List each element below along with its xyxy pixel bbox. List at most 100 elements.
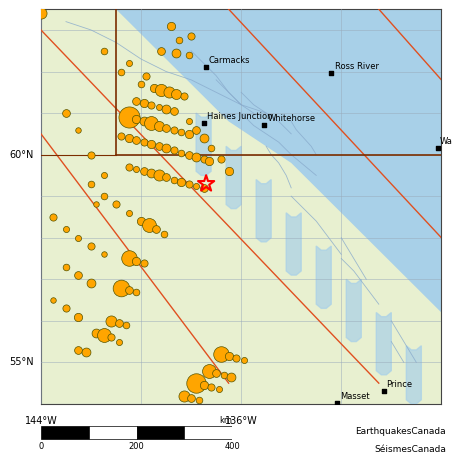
Point xyxy=(37,10,45,17)
Polygon shape xyxy=(286,213,301,275)
Point xyxy=(185,118,192,125)
Point xyxy=(170,147,177,154)
Point xyxy=(200,184,207,191)
Polygon shape xyxy=(316,246,331,308)
Point xyxy=(50,297,57,304)
Point xyxy=(155,122,162,129)
Text: Prince: Prince xyxy=(386,381,412,389)
Text: SéismesCanada: SéismesCanada xyxy=(374,445,446,454)
Point xyxy=(115,338,122,345)
Point xyxy=(192,153,200,160)
Point xyxy=(225,168,232,175)
Point xyxy=(147,120,155,127)
Point xyxy=(187,33,195,40)
Point xyxy=(334,399,341,407)
Point xyxy=(137,80,145,88)
Point xyxy=(212,369,220,376)
Point xyxy=(177,128,185,135)
Point xyxy=(157,87,165,94)
Point xyxy=(145,222,152,229)
Point xyxy=(115,319,122,326)
Point xyxy=(132,136,140,144)
Point xyxy=(200,155,207,162)
Point xyxy=(125,286,132,293)
Point xyxy=(152,226,160,233)
Text: Carmacks: Carmacks xyxy=(208,56,250,65)
Point xyxy=(147,101,155,108)
Point xyxy=(233,354,240,362)
Point xyxy=(122,321,130,329)
Text: km: km xyxy=(219,415,232,425)
Point xyxy=(155,143,162,150)
Point xyxy=(117,284,125,291)
Point xyxy=(187,394,195,401)
Point xyxy=(125,134,132,142)
Point xyxy=(112,201,120,208)
Point xyxy=(180,93,187,100)
Point xyxy=(192,126,200,134)
Polygon shape xyxy=(376,313,391,375)
Bar xyxy=(136,426,184,439)
Point xyxy=(200,134,207,142)
Point xyxy=(228,373,235,381)
Point xyxy=(220,371,228,379)
Point xyxy=(162,174,170,181)
Point xyxy=(140,259,147,266)
Point xyxy=(107,334,115,341)
Text: Masset: Masset xyxy=(340,392,369,401)
Point xyxy=(62,109,70,117)
Point xyxy=(177,178,185,185)
Point xyxy=(82,348,90,356)
Point xyxy=(107,317,115,325)
Point xyxy=(172,49,180,56)
Point xyxy=(200,381,207,389)
Point xyxy=(170,107,177,115)
Point xyxy=(200,120,207,127)
Point xyxy=(195,396,202,403)
Point xyxy=(117,68,125,75)
Point xyxy=(125,113,132,121)
Point xyxy=(125,163,132,171)
Point xyxy=(205,367,212,375)
Text: 200: 200 xyxy=(129,442,144,451)
Point xyxy=(140,168,147,175)
Point xyxy=(125,255,132,262)
Polygon shape xyxy=(191,92,441,404)
Text: 400: 400 xyxy=(224,442,240,451)
Text: Whitehorse: Whitehorse xyxy=(268,114,316,123)
Text: 55°N: 55°N xyxy=(9,358,33,367)
Point xyxy=(132,116,140,123)
Point xyxy=(62,263,70,270)
Text: 136°W: 136°W xyxy=(225,416,258,426)
Point xyxy=(185,180,192,187)
Point xyxy=(142,72,150,79)
Point xyxy=(132,97,140,104)
Point xyxy=(328,69,335,77)
Bar xyxy=(184,426,232,439)
Point xyxy=(217,350,225,358)
Point xyxy=(132,257,140,264)
Point xyxy=(140,139,147,146)
Text: Ross River: Ross River xyxy=(335,62,379,71)
Point xyxy=(260,121,268,129)
Point xyxy=(165,89,172,96)
Point xyxy=(147,170,155,177)
Polygon shape xyxy=(346,279,361,341)
Point xyxy=(87,280,95,287)
Point xyxy=(162,145,170,152)
Point xyxy=(205,157,212,164)
Point xyxy=(175,37,182,44)
Point xyxy=(75,313,82,320)
Point xyxy=(87,151,95,158)
Point xyxy=(87,180,95,187)
Point xyxy=(380,388,387,395)
Point xyxy=(155,172,162,179)
Point xyxy=(185,151,192,158)
Point xyxy=(185,130,192,138)
Text: 60°N: 60°N xyxy=(9,150,33,160)
Point xyxy=(62,305,70,312)
Point xyxy=(100,47,107,55)
Point xyxy=(162,105,170,112)
Point xyxy=(172,91,180,98)
Point xyxy=(75,234,82,241)
